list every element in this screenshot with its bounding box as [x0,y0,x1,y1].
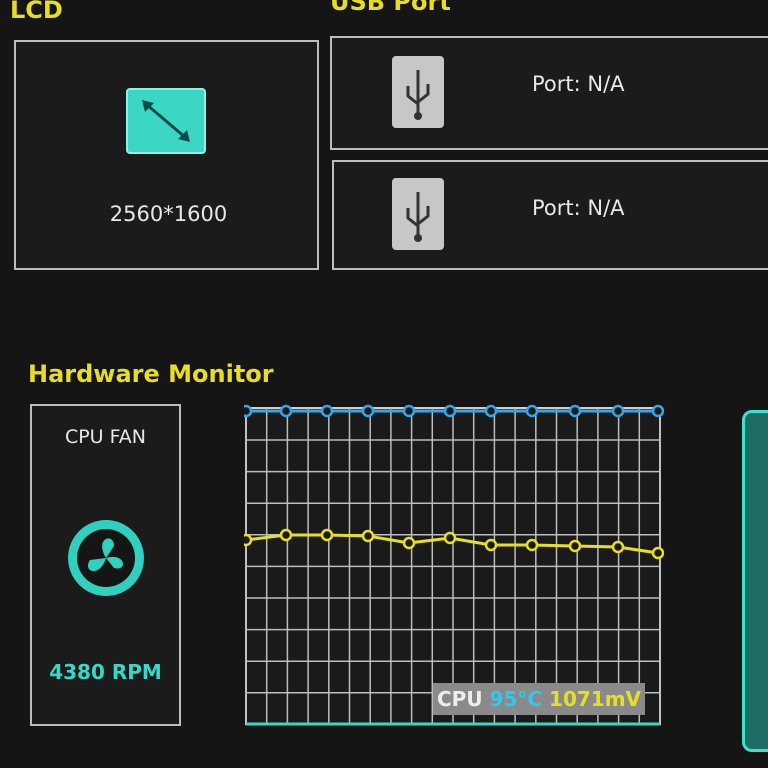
voltage-dot [651,546,664,560]
usb-icon [392,178,444,250]
side-button[interactable] [742,410,768,752]
usb-port[interactable]: Port: N/A [330,36,768,150]
voltage-dot [568,539,582,553]
temperature: 95°C [489,687,543,711]
temperature-dot [484,404,498,418]
section-title: Hardware Monitor [28,360,274,388]
usb-port[interactable]: Port: N/A [332,160,768,270]
voltage-dot [484,538,498,552]
monitor-graph [244,404,664,726]
readout: CPU 95°C 1071mV [433,683,645,715]
voltage-dot [279,528,293,542]
temperature-dot [525,404,539,418]
voltage: 1071mV [549,687,642,711]
temperature-dot [320,404,334,418]
lcd-panel[interactable]: 2560*1600 [14,40,319,270]
temperature-dot [361,404,375,418]
voltage-dot [244,533,253,547]
temperature-dot [651,404,664,418]
port-label: Port: N/A [532,72,625,96]
fan-speed: 4380 RPM [49,660,162,684]
readout-label: CPU [437,687,483,711]
voltage-dot [525,538,539,552]
voltage-dot [402,536,416,550]
voltage-dot [320,528,334,542]
section-title: LCD [10,0,63,24]
usb-icon [392,56,444,128]
arrow-icon [142,100,190,142]
voltage-dot [361,529,375,543]
temperature-dot [402,404,416,418]
temperature-dot [279,404,293,418]
temperature-dot [244,404,253,418]
resolution-icon [126,88,206,154]
voltage-dot [611,540,625,554]
temperature-dot [568,404,582,418]
fan-icon [68,520,144,596]
voltage-dot [443,531,457,545]
section-title: USB Port [330,0,451,16]
port-label: Port: N/A [532,196,625,220]
fan-name: CPU FAN [64,426,147,448]
resolution: 2560*1600 [109,202,228,226]
fan-panel[interactable]: CPU FAN 4380 RPM [30,404,181,726]
temperature-dot [611,404,625,418]
temperature-dot [443,404,457,418]
